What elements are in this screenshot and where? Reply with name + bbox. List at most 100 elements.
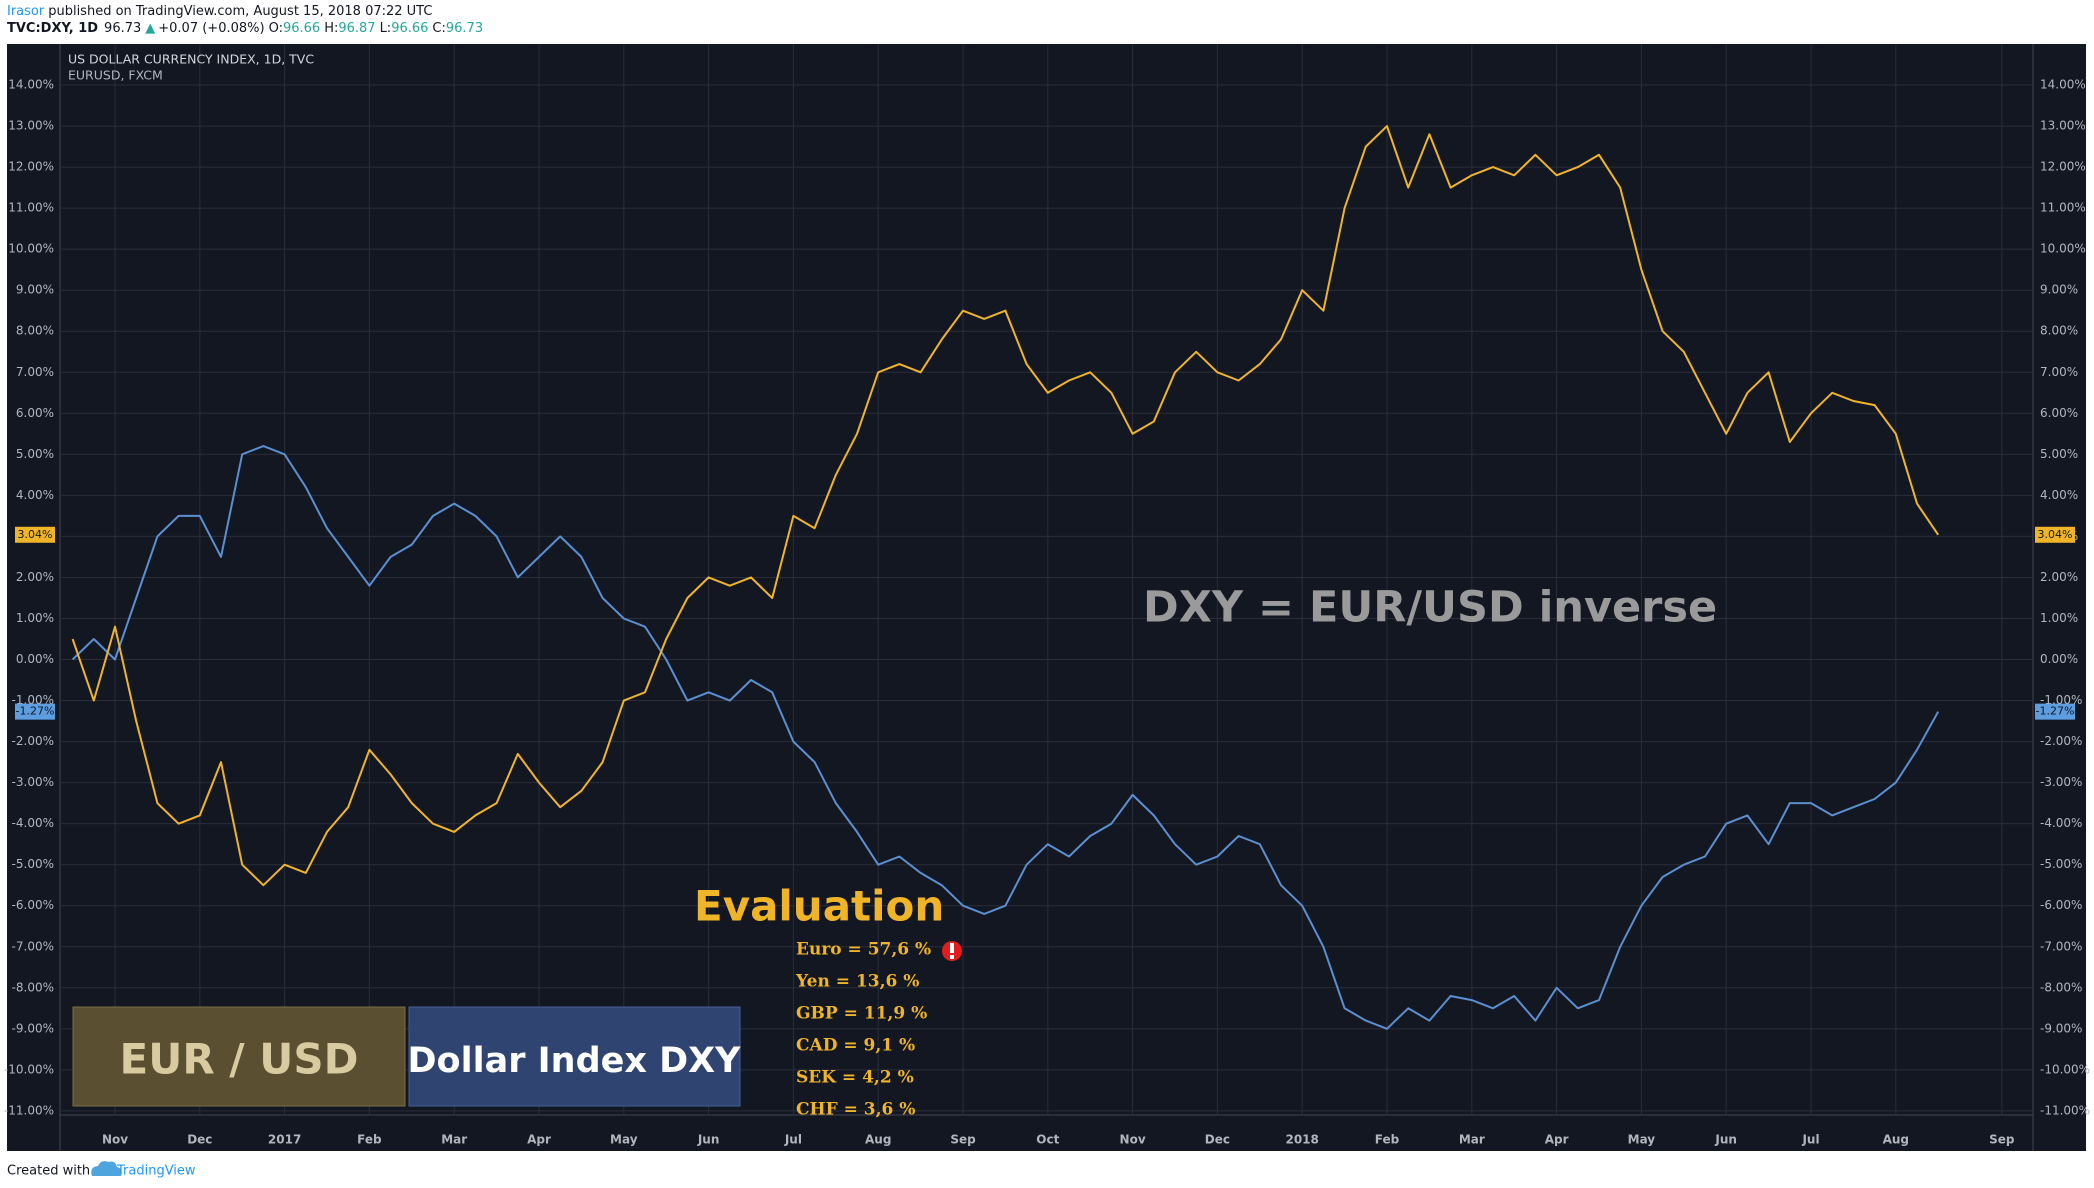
last-value-label-left: 3.04%	[18, 528, 53, 541]
x-tick-label: Jul	[784, 1133, 802, 1147]
x-tick-label: Nov	[1120, 1133, 1146, 1147]
y-tick-label-right: 7.00%	[2040, 365, 2078, 379]
y-tick-label-right: 10.00%	[2040, 242, 2086, 256]
warning-icon-dot	[950, 955, 954, 959]
y-tick-label: 7.00%	[16, 365, 54, 379]
box-dxy-label: Dollar Index DXY	[407, 1041, 741, 1081]
y-tick-label-right: 9.00%	[2040, 283, 2078, 297]
y-tick-label-right: 14.00%	[2040, 78, 2086, 92]
weight-item: SEK = 4,2 %	[796, 1068, 914, 1088]
box-eur-label: EUR / USD	[120, 1035, 359, 1084]
y-tick-label-right: 12.00%	[2040, 160, 2086, 174]
y-tick-label-right: 2.00%	[2040, 570, 2078, 584]
last-value-label-left: -1.27%	[16, 705, 55, 718]
last-value-label-right: -1.27%	[2036, 705, 2075, 718]
price: 96.73	[104, 21, 141, 36]
last-value-tag-right	[2035, 703, 2075, 720]
ohlc-value: 96.66	[391, 21, 428, 36]
y-tick-label: 2.00%	[16, 570, 54, 584]
y-tick-label: 6.00%	[16, 406, 54, 420]
y-tick-label-right: 4.00%	[2040, 488, 2078, 502]
footer-brand: TradingView	[116, 1164, 196, 1179]
y-tick-label-right: 1.00%	[2040, 611, 2078, 625]
x-tick-label: 2018	[1285, 1133, 1318, 1147]
y-tick-label-right: -9.00%	[2040, 1021, 2082, 1035]
ohlc-key: O:	[269, 21, 283, 36]
box-dxy	[408, 1006, 741, 1107]
x-tick-label: Jun	[697, 1133, 720, 1147]
x-tick-label: Feb	[357, 1133, 382, 1147]
author: Irasor	[7, 4, 45, 19]
weight-item: Yen = 13,6 %	[795, 972, 919, 992]
y-tick-label-right: 13.00%	[2040, 119, 2086, 133]
x-tick-label: Dec	[187, 1133, 212, 1147]
x-tick-label: 2017	[268, 1133, 301, 1147]
annotation: DXY = EUR/USD inverse	[1143, 583, 1717, 633]
evaluation-title: Evaluation	[694, 882, 944, 931]
last-value-tag-left	[15, 703, 55, 720]
x-tick-label: Jul	[1801, 1133, 1819, 1147]
y-tick-label: 14.00%	[8, 78, 54, 92]
y-tick-label-right: -11.00%	[2040, 1103, 2090, 1117]
weight-item: CHF = 3,6 %	[796, 1100, 915, 1120]
y-tick-label-right: -7.00%	[2040, 939, 2082, 953]
y-tick-label: -10.00%	[4, 1062, 54, 1076]
last-value-label-right: 3.04%	[2038, 528, 2073, 541]
weight-item: GBP = 11,9 %	[796, 1004, 927, 1024]
y-tick-label: -1.00%	[12, 693, 54, 707]
x-tick-label: Feb	[1375, 1133, 1400, 1147]
x-tick-label: Apr	[527, 1133, 551, 1147]
y-tick-label-right: 0.00%	[2040, 652, 2078, 666]
y-tick-label: 12.00%	[8, 160, 54, 174]
legend-entry: US DOLLAR CURRENCY INDEX, 1D, TVC	[68, 52, 314, 67]
legend-entry: EURUSD, FXCM	[68, 68, 163, 83]
tradingview-logo	[91, 1161, 122, 1176]
y-tick-label-right: -6.00%	[2040, 898, 2082, 912]
header-line: Irasor published on TradingView.com, Augu…	[7, 4, 432, 19]
y-tick-label: 10.00%	[8, 242, 54, 256]
ohlc-value: 96.66	[283, 21, 320, 36]
y-tick-label: 5.00%	[16, 447, 54, 461]
ohlc-value: 96.87	[338, 21, 375, 36]
y-tick-label-right: 6.00%	[2040, 406, 2078, 420]
weights: Euro = 57,6 % Yen = 13,6 % GBP = 11,9 % CAD…	[795, 940, 931, 1120]
y-tick-label: 11.00%	[8, 201, 54, 215]
y-tick-label: -3.00%	[12, 775, 54, 789]
y-tick-label-right: -3.00%	[2040, 775, 2082, 789]
y-tick-label: -9.00%	[12, 1021, 54, 1035]
x-tick-label: Dec	[1205, 1133, 1230, 1147]
y-tick-label-right: 11.00%	[2040, 201, 2086, 215]
last-value-tag-left	[15, 526, 55, 543]
y-tick-label-right: 8.00%	[2040, 324, 2078, 338]
x-tick-label: Aug	[1883, 1133, 1909, 1147]
y-tick-label-right: -1.00%	[2040, 693, 2082, 707]
x-tick-label: Nov	[102, 1133, 128, 1147]
x-tick-label: Sep	[950, 1133, 976, 1147]
change: +0.07 (+0.08%)	[158, 21, 264, 36]
y-tick-label: 9.00%	[16, 283, 54, 297]
y-tick-label: 0.00%	[16, 652, 54, 666]
y-tick-label: -7.00%	[12, 939, 54, 953]
x-tick-label: Aug	[865, 1133, 891, 1147]
ohlc-key: L:	[380, 21, 392, 36]
series-line	[71, 125, 1940, 887]
y-tick-label: -4.00%	[12, 816, 54, 830]
x-tick-label: May	[1628, 1133, 1656, 1147]
arrow: ▲	[145, 21, 155, 36]
ohlc-key: H:	[324, 21, 338, 36]
published: published on TradingView.com, August 15,…	[48, 4, 432, 19]
x-tick-label: Oct	[1036, 1133, 1059, 1147]
x-tick-label: May	[610, 1133, 638, 1147]
y-tick-label: -2.00%	[12, 734, 54, 748]
x-tick-label: Apr	[1545, 1133, 1569, 1147]
y-tick-label: 4.00%	[16, 488, 54, 502]
y-tick-label-right: -2.00%	[2040, 734, 2082, 748]
y-tick-label: -11.00%	[4, 1103, 54, 1117]
ohlc-key: C:	[432, 21, 445, 36]
plot: 14.00% 14.00% 13.00% 13.00% 12.00% 12.00% 11.0…	[4, 44, 2090, 1147]
y-tick-label: 1.00%	[16, 611, 54, 625]
weight-item: CAD = 9,1 %	[796, 1036, 915, 1056]
ticker-line: TVC:DXY, 1D 96.73 ▲ +0.07 (+0.08%) O:96.66 H:…	[7, 21, 483, 36]
